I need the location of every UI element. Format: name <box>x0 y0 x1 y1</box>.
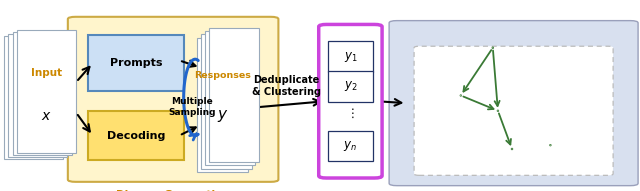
FancyBboxPatch shape <box>8 34 67 157</box>
Text: Decoding: Decoding <box>107 131 165 141</box>
FancyBboxPatch shape <box>389 21 638 186</box>
FancyBboxPatch shape <box>328 41 373 72</box>
FancyBboxPatch shape <box>88 111 184 160</box>
FancyBboxPatch shape <box>4 36 63 159</box>
Text: $x$: $x$ <box>42 109 52 123</box>
Text: Multiple
Sampling: Multiple Sampling <box>168 97 216 117</box>
Text: $y_2$: $y_2$ <box>344 79 357 93</box>
Text: $y$: $y$ <box>216 108 228 124</box>
FancyBboxPatch shape <box>68 17 278 182</box>
Text: Responses: Responses <box>194 71 251 80</box>
FancyBboxPatch shape <box>205 31 255 165</box>
Text: Prompts: Prompts <box>109 58 163 68</box>
FancyBboxPatch shape <box>414 46 613 175</box>
Text: $\vdots$: $\vdots$ <box>346 107 355 120</box>
Ellipse shape <box>492 47 493 48</box>
Ellipse shape <box>550 145 551 146</box>
FancyBboxPatch shape <box>209 28 259 162</box>
FancyBboxPatch shape <box>13 32 72 155</box>
FancyBboxPatch shape <box>328 131 373 161</box>
FancyBboxPatch shape <box>197 38 248 172</box>
FancyBboxPatch shape <box>319 24 382 178</box>
Text: Diverse Generation: Diverse Generation <box>116 190 230 191</box>
Text: $y_n$: $y_n$ <box>344 139 357 153</box>
FancyBboxPatch shape <box>328 71 373 102</box>
FancyBboxPatch shape <box>88 35 184 91</box>
Text: Input: Input <box>31 68 62 78</box>
FancyBboxPatch shape <box>201 34 252 169</box>
Ellipse shape <box>497 110 499 111</box>
FancyBboxPatch shape <box>17 30 76 153</box>
Text: Deduplicate
& Clustering: Deduplicate & Clustering <box>252 75 321 97</box>
Text: $y_1$: $y_1$ <box>344 49 357 64</box>
